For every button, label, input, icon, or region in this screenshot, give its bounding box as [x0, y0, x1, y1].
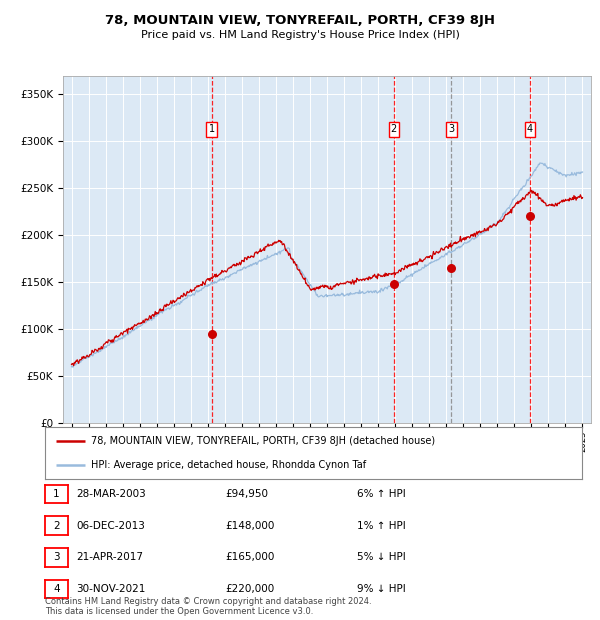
Text: 21-APR-2017: 21-APR-2017: [76, 552, 143, 562]
Point: [207, 329, 217, 339]
Text: 2: 2: [53, 521, 60, 531]
Text: £220,000: £220,000: [225, 584, 274, 594]
Text: 5% ↓ HPI: 5% ↓ HPI: [357, 552, 406, 562]
Text: HPI: Average price, detached house, Rhondda Cynon Taf: HPI: Average price, detached house, Rhon…: [91, 460, 366, 470]
Text: 1: 1: [53, 489, 60, 499]
Point: [446, 263, 456, 273]
Text: £165,000: £165,000: [225, 552, 274, 562]
Text: 4: 4: [53, 584, 60, 594]
Point: [389, 279, 398, 289]
Text: 30-NOV-2021: 30-NOV-2021: [76, 584, 146, 594]
Text: 78, MOUNTAIN VIEW, TONYREFAIL, PORTH, CF39 8JH: 78, MOUNTAIN VIEW, TONYREFAIL, PORTH, CF…: [105, 14, 495, 27]
Text: Contains HM Land Registry data © Crown copyright and database right 2024.: Contains HM Land Registry data © Crown c…: [45, 597, 371, 606]
Text: 3: 3: [448, 125, 454, 135]
Text: 28-MAR-2003: 28-MAR-2003: [76, 489, 146, 499]
Text: £94,950: £94,950: [225, 489, 268, 499]
Text: 78, MOUNTAIN VIEW, TONYREFAIL, PORTH, CF39 8JH (detached house): 78, MOUNTAIN VIEW, TONYREFAIL, PORTH, CF…: [91, 436, 435, 446]
Text: 6% ↑ HPI: 6% ↑ HPI: [357, 489, 406, 499]
Point: [525, 211, 535, 221]
Text: This data is licensed under the Open Government Licence v3.0.: This data is licensed under the Open Gov…: [45, 607, 313, 616]
Text: 1: 1: [209, 125, 215, 135]
Text: 4: 4: [527, 125, 533, 135]
Text: £148,000: £148,000: [225, 521, 274, 531]
Text: Price paid vs. HM Land Registry's House Price Index (HPI): Price paid vs. HM Land Registry's House …: [140, 30, 460, 40]
Text: 1% ↑ HPI: 1% ↑ HPI: [357, 521, 406, 531]
Text: 06-DEC-2013: 06-DEC-2013: [76, 521, 145, 531]
Text: 9% ↓ HPI: 9% ↓ HPI: [357, 584, 406, 594]
Text: 3: 3: [53, 552, 60, 562]
Text: 2: 2: [391, 125, 397, 135]
